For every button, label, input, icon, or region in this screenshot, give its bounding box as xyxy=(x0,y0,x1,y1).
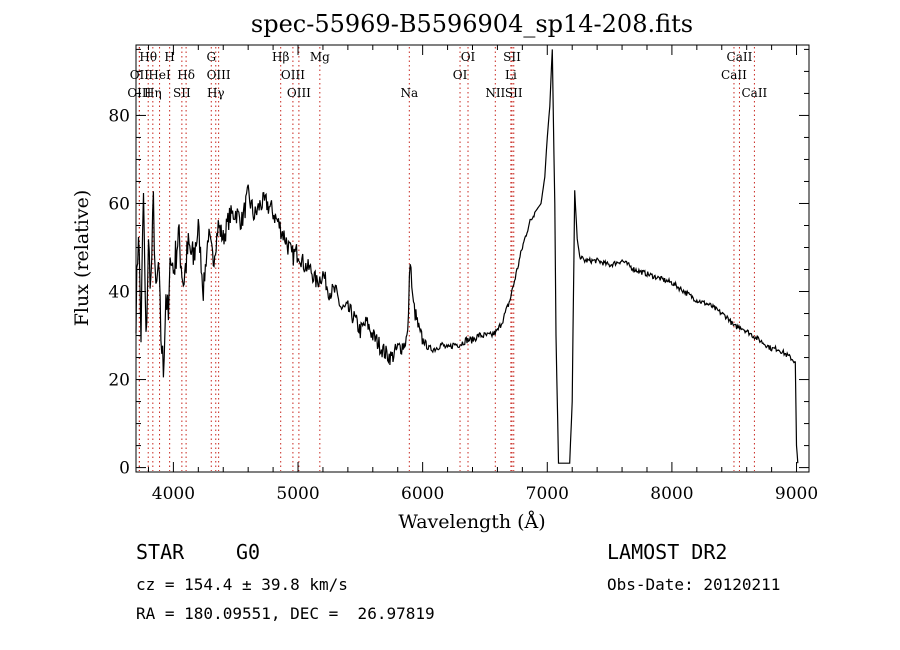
spectral-line-labels: Hθ H G Hβ Mg OI SII CaII OII HeI Hδ OIII OIII OI Li CaI… xyxy=(127,50,767,100)
line-label: Li xyxy=(505,68,517,82)
line-label: NII xyxy=(485,86,505,100)
coordinates: RA = 180.09551, DEC = 26.97819 xyxy=(136,604,435,623)
y-tick-label: 0 xyxy=(119,459,130,479)
y-tick-label: 60 xyxy=(108,194,130,214)
chart-title: spec-55969-B5596904_sp14-208.fits xyxy=(251,10,693,38)
x-tick-label: 8000 xyxy=(650,484,693,504)
y-tick-label: 40 xyxy=(108,283,130,303)
line-label: CaII xyxy=(741,86,767,100)
line-label: Hθ xyxy=(139,50,157,64)
line-label: OII xyxy=(130,68,150,82)
line-label: SII xyxy=(505,86,523,100)
flux-series-line xyxy=(135,49,799,464)
spectrum-chart: spec-55969-B5596904_sp14-208.fits Hθ H G Hβ… xyxy=(71,10,818,533)
y-tick-label: 80 xyxy=(108,106,130,126)
plot-frame xyxy=(135,44,810,473)
survey-label: LAMOST DR2 xyxy=(607,540,728,564)
obs-date: Obs-Date: 20120211 xyxy=(607,575,781,594)
y-axis-label: Flux (relative) xyxy=(71,190,93,327)
x-tick-label: 6000 xyxy=(401,484,444,504)
line-label: HeI xyxy=(148,68,171,82)
line-label: Hβ xyxy=(272,50,289,64)
line-label: SII xyxy=(503,50,521,64)
redshift-cz: cz = 154.4 ± 39.8 km/s xyxy=(136,575,348,594)
line-label: H xyxy=(164,50,174,64)
spectral-line-markers xyxy=(138,47,755,471)
y-tick-label: 20 xyxy=(108,371,130,391)
line-label: Hδ xyxy=(177,68,195,82)
x-axis-ticks: 4000 5000 6000 7000 8000 9000 xyxy=(147,45,818,504)
x-tick-label: 9000 xyxy=(775,484,818,504)
line-label: Hη xyxy=(144,86,162,100)
x-tick-label: 4000 xyxy=(152,484,195,504)
object-subclass: G0 xyxy=(236,540,261,564)
line-label: OIII xyxy=(281,68,305,82)
line-label: Na xyxy=(400,86,418,100)
x-tick-label: 5000 xyxy=(276,484,319,504)
line-label: OI xyxy=(453,68,468,82)
line-label: OIII xyxy=(207,68,231,82)
line-label: OI xyxy=(461,50,476,64)
object-class: STAR xyxy=(136,540,185,564)
line-label: Mg xyxy=(310,50,330,64)
line-label: G xyxy=(206,50,216,64)
line-label: CaII xyxy=(727,50,753,64)
line-label: CaII xyxy=(721,68,747,82)
line-label: OIII xyxy=(287,86,311,100)
x-tick-label: 7000 xyxy=(526,484,569,504)
line-label: SII xyxy=(173,86,191,100)
x-axis-label: Wavelength (Å) xyxy=(398,511,545,533)
line-label: Hγ xyxy=(207,86,225,100)
y-axis-ticks: 0 20 40 60 80 xyxy=(108,48,809,479)
